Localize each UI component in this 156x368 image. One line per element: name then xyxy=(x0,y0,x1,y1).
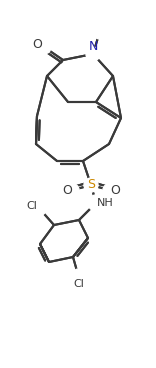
Circle shape xyxy=(37,40,51,54)
Circle shape xyxy=(29,198,47,216)
Text: N: N xyxy=(88,40,98,53)
Circle shape xyxy=(84,178,98,192)
Text: O: O xyxy=(110,184,120,197)
Circle shape xyxy=(86,47,100,61)
Circle shape xyxy=(67,184,79,196)
Circle shape xyxy=(88,195,104,211)
Text: O: O xyxy=(32,39,42,52)
Circle shape xyxy=(103,184,115,196)
Text: Cl: Cl xyxy=(26,201,37,211)
Text: O: O xyxy=(62,184,72,197)
Text: NH: NH xyxy=(97,198,114,208)
Text: Cl: Cl xyxy=(74,279,84,289)
Circle shape xyxy=(92,23,108,39)
Text: S: S xyxy=(87,178,95,191)
Circle shape xyxy=(70,269,88,287)
